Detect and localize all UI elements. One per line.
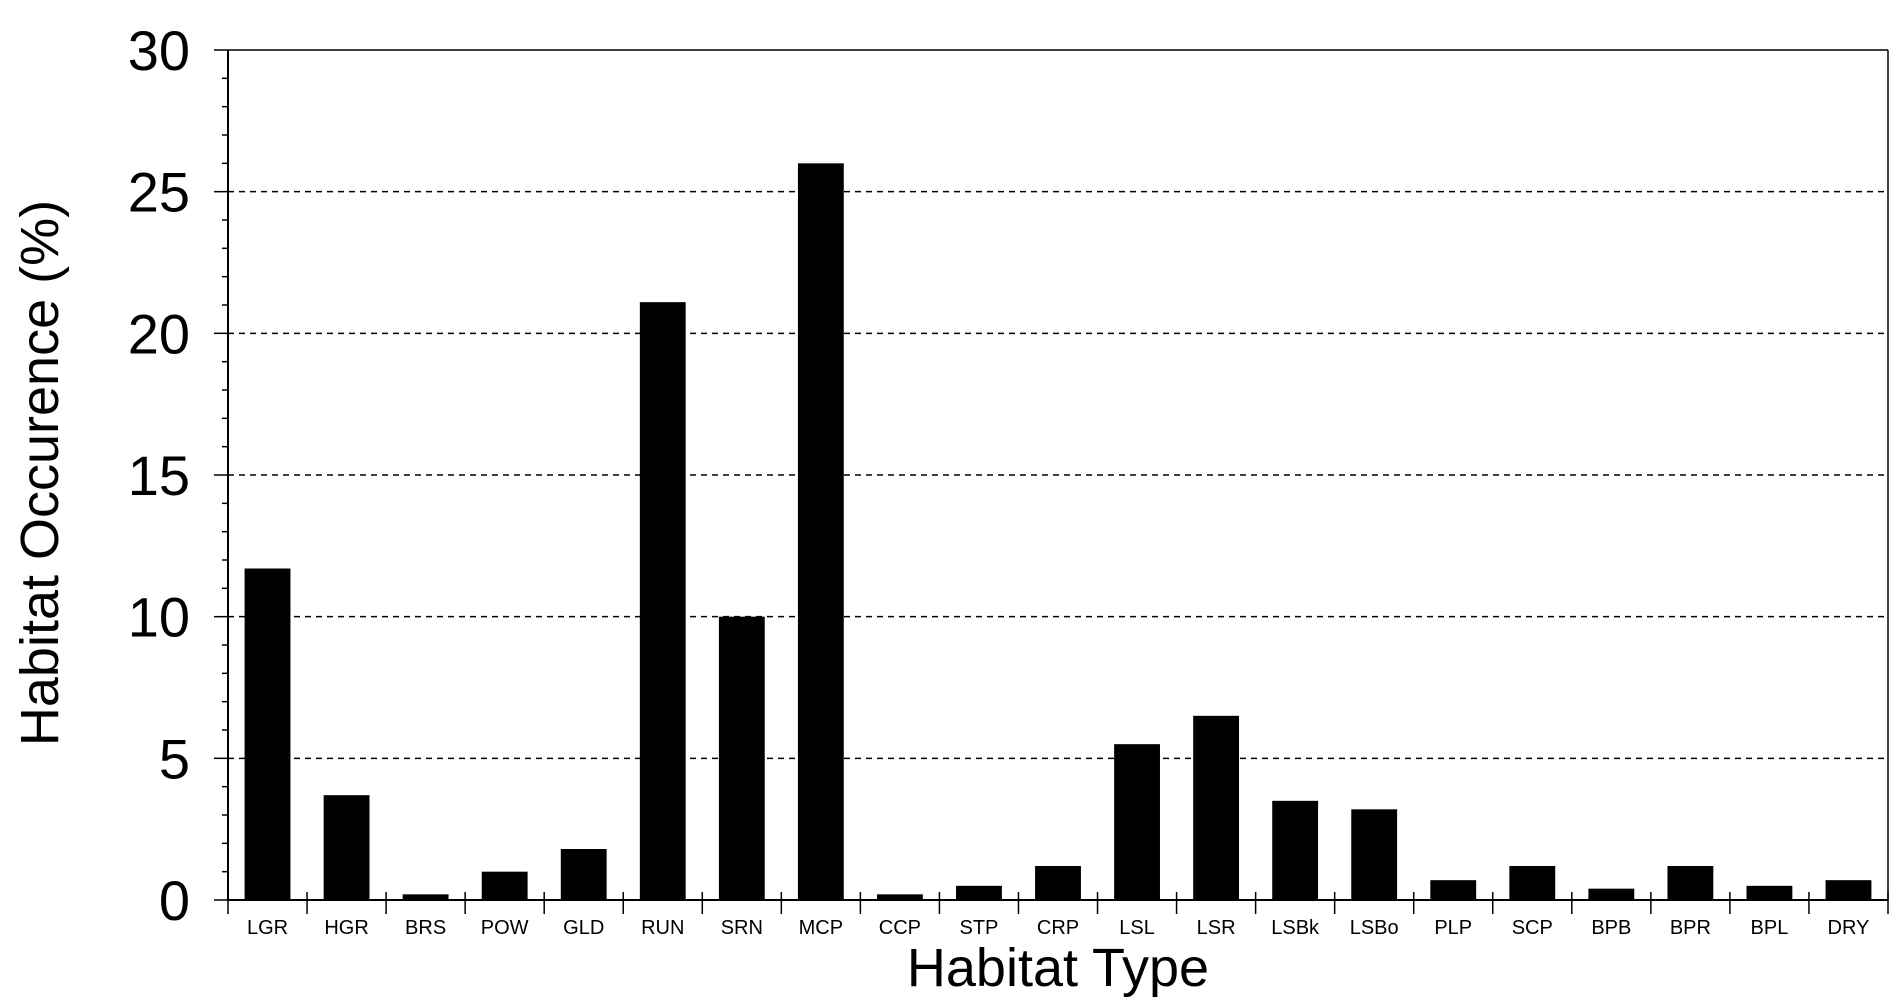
x-tick-label: SRN [721, 917, 763, 939]
x-tick-label: STP [959, 917, 998, 939]
y-tick-label: 25 [128, 161, 190, 224]
x-tick-label: CRP [1037, 917, 1079, 939]
gridlines [228, 190, 1888, 760]
bar-scp [1509, 866, 1556, 900]
bar-lsr [1193, 715, 1240, 900]
x-tick-label: LGR [247, 917, 288, 939]
x-tick-label: LSR [1197, 917, 1236, 939]
bar-bpb [1588, 888, 1635, 900]
bar-gld [560, 849, 607, 900]
bar-crp [1035, 866, 1081, 900]
bar-lsbk [1272, 800, 1319, 900]
x-tick-label: POW [481, 917, 529, 939]
x-tick-label: BRS [405, 917, 446, 939]
y-tick-label: 10 [128, 586, 190, 649]
axes [214, 49, 1889, 914]
bar-plp [1430, 880, 1477, 900]
x-tick-label: CCP [879, 917, 921, 939]
y-tick-label: 15 [128, 444, 190, 507]
x-tick-label: GLD [563, 917, 604, 939]
bar-srn [718, 616, 765, 900]
bar-stp [956, 885, 1002, 900]
bar-lsl [1114, 744, 1160, 900]
x-tick-label: BPB [1591, 917, 1631, 939]
x-tick-label: LSBo [1350, 917, 1399, 939]
y-tick-label: 5 [159, 727, 190, 790]
x-tick-label: MCP [799, 917, 843, 939]
x-tick-label: SCP [1512, 917, 1553, 939]
bar-brs [402, 894, 449, 900]
bar-lsbo [1351, 809, 1398, 900]
y-axis-title: Habitat Occurence (%) [10, 200, 70, 746]
x-tick-labels: LGR HGR BRS POW GLD RUN SRN MCP CCP STP CRP LSL LSR L… [247, 917, 1869, 939]
x-axis-title: Habitat Type [907, 938, 1209, 998]
bar-hgr [323, 795, 370, 900]
x-tick-label: BPR [1670, 917, 1711, 939]
bar-lgr [244, 568, 291, 900]
x-tick-label: RUN [641, 917, 684, 939]
bar-pow [481, 871, 528, 900]
bar-ccp [876, 894, 923, 900]
x-tick-label: LSL [1119, 917, 1155, 939]
bar-mcp [797, 163, 844, 901]
x-tick-label: LSBk [1271, 917, 1320, 939]
x-tick-label: BPL [1751, 917, 1789, 939]
y-tick-label: 0 [159, 869, 190, 932]
bar-bpl [1746, 885, 1793, 900]
x-tick-label: DRY [1828, 917, 1870, 939]
y-tick-label: 30 [128, 19, 190, 82]
y-tick-label: 20 [128, 302, 190, 365]
bar-bpr [1667, 866, 1714, 900]
y-tick-labels: 0 5 10 15 20 25 30 [128, 19, 190, 932]
bar-run [639, 302, 686, 901]
x-tick-label: HGR [324, 917, 368, 939]
bars [244, 163, 1872, 901]
bar-dry [1825, 880, 1872, 900]
x-tick-label: PLP [1434, 917, 1472, 939]
